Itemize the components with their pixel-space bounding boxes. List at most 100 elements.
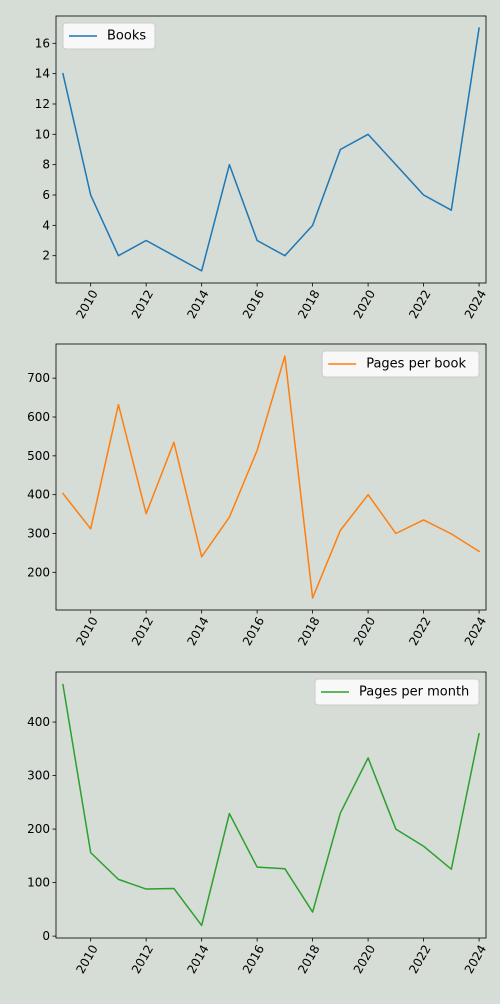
x-tick-label: 2014 xyxy=(184,943,211,976)
data-point xyxy=(200,924,203,927)
x-tick-label: 2010 xyxy=(73,615,100,648)
data-point xyxy=(450,209,453,212)
data-point xyxy=(228,163,231,166)
x-tick-label: 2024 xyxy=(462,943,489,976)
legend-label: Books xyxy=(107,29,146,44)
data-point xyxy=(366,133,369,136)
legend: Books xyxy=(62,22,156,50)
data-point xyxy=(61,683,64,686)
data-point xyxy=(450,532,453,535)
data-point xyxy=(61,492,64,495)
y-tick-label: 2 xyxy=(42,249,50,263)
x-tick-label: 2022 xyxy=(406,615,433,648)
y-tick-label: 10 xyxy=(35,127,50,141)
y-tick-label: 100 xyxy=(27,876,50,890)
data-point xyxy=(61,72,64,75)
data-point xyxy=(422,845,425,848)
data-point xyxy=(422,518,425,521)
x-tick-label: 2010 xyxy=(73,288,100,321)
data-point xyxy=(311,224,314,227)
data-point xyxy=(366,493,369,496)
legend: Pages per month xyxy=(314,678,480,706)
y-tick-label: 400 xyxy=(27,488,50,502)
legend-box xyxy=(62,22,156,50)
x-tick-label: 2018 xyxy=(295,288,322,321)
data-point xyxy=(394,163,397,166)
x-tick-label: 2020 xyxy=(351,288,378,321)
y-tick-label: 400 xyxy=(27,715,50,729)
x-tick-label: 2020 xyxy=(351,943,378,976)
x-tick-label: 2024 xyxy=(462,288,489,321)
data-point xyxy=(228,812,231,815)
data-point xyxy=(283,254,286,257)
data-point xyxy=(394,827,397,830)
x-tick-label: 2014 xyxy=(184,288,211,321)
data-point xyxy=(256,239,259,242)
data-point xyxy=(117,403,120,406)
chart-panel-1: 2 4 6 8 10 12 14 16 2010 2012 2014 2016 2018 2020 2022… xyxy=(35,15,489,321)
data-point xyxy=(256,865,259,868)
legend-label: Pages per month xyxy=(359,685,469,700)
x-tick-label: 2012 xyxy=(129,943,156,976)
data-point xyxy=(394,532,397,535)
y-tick-label: 6 xyxy=(42,188,50,202)
data-point xyxy=(311,596,314,599)
data-point xyxy=(228,516,231,519)
x-tick-label: 2014 xyxy=(184,615,211,648)
data-point xyxy=(117,254,120,257)
data-point xyxy=(200,269,203,272)
y-tick-label: 16 xyxy=(35,36,50,50)
x-tick-label: 2022 xyxy=(406,943,433,976)
x-tick-label: 2012 xyxy=(129,615,156,648)
data-point xyxy=(450,868,453,871)
series-line xyxy=(62,27,480,272)
plot-area xyxy=(55,15,487,284)
data-point xyxy=(366,756,369,759)
x-tick-label: 2016 xyxy=(240,288,267,321)
y-tick-label: 8 xyxy=(42,158,50,172)
plot-area xyxy=(55,671,487,939)
data-point xyxy=(256,449,259,452)
x-tick-label: 2018 xyxy=(295,943,322,976)
data-point xyxy=(339,148,342,151)
x-tick-label: 2020 xyxy=(351,615,378,648)
x-tick-label: 2012 xyxy=(129,288,156,321)
data-point xyxy=(145,512,148,515)
data-point xyxy=(200,555,203,558)
legend-box xyxy=(314,678,480,706)
data-point xyxy=(172,254,175,257)
legend: Pages per book xyxy=(321,350,480,378)
series-line xyxy=(61,355,481,599)
x-tick-label: 2016 xyxy=(240,615,267,648)
data-point xyxy=(477,550,480,553)
y-tick-label: 600 xyxy=(27,410,50,424)
x-tick-label: 2016 xyxy=(240,943,267,976)
data-point xyxy=(477,732,480,735)
y-tick-label: 14 xyxy=(35,67,50,81)
data-point xyxy=(145,887,148,890)
data-point xyxy=(89,193,92,196)
chart-panel-2: 200 300 400 500 600 700 2010 2012 2014 2016 2018 20… xyxy=(27,343,489,648)
data-point xyxy=(339,529,342,532)
data-point xyxy=(172,887,175,890)
plot-area xyxy=(55,343,487,611)
y-tick-label: 700 xyxy=(27,371,50,385)
data-point xyxy=(145,239,148,242)
x-tick-label: 2018 xyxy=(295,615,322,648)
data-point xyxy=(477,27,480,30)
series-line xyxy=(62,683,480,927)
y-tick-label: 4 xyxy=(42,218,50,232)
data-point xyxy=(283,867,286,870)
data-point xyxy=(117,878,120,881)
legend-label: Pages per book xyxy=(366,357,466,372)
data-point xyxy=(311,910,314,913)
chart-panel-3: 0 100 200 300 400 2010 2012 2014 2016 2018 2020 202… xyxy=(27,671,489,976)
x-tick-label: 2010 xyxy=(73,943,100,976)
data-point xyxy=(89,527,92,530)
y-tick-label: 12 xyxy=(35,97,50,111)
y-tick-label: 0 xyxy=(42,929,50,943)
data-point xyxy=(172,441,175,444)
legend-box xyxy=(321,350,480,378)
